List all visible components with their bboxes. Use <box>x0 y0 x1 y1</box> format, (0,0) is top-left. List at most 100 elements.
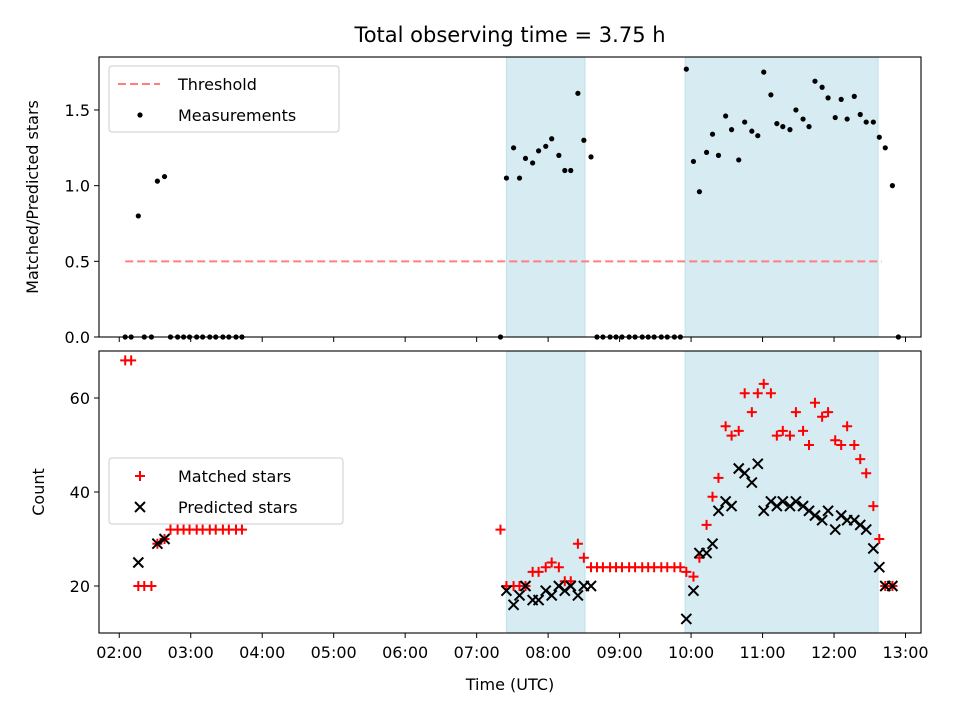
measurement-point <box>690 158 697 165</box>
measurement-point <box>857 111 863 118</box>
matched-star-point <box>746 407 757 418</box>
y-tick-label: 1.5 <box>65 101 90 120</box>
y-tick-label: 1.0 <box>65 177 90 196</box>
x-tick-label: 10:00 <box>668 643 714 662</box>
measurement-point <box>568 167 574 174</box>
measurement-point <box>768 92 774 98</box>
predicted-star-point <box>706 537 719 550</box>
predicted-star-point <box>790 495 802 508</box>
measurement-point <box>588 154 594 160</box>
matched-star-point <box>572 538 583 549</box>
measurement-point <box>736 157 742 163</box>
measurement-point <box>510 145 517 151</box>
measurement-point <box>696 189 703 195</box>
matched-star-point <box>842 421 853 432</box>
measurement-point <box>870 119 876 125</box>
measurement-point <box>530 160 536 166</box>
matched-star-point <box>752 388 763 399</box>
x-tick-label: 03:00 <box>168 643 214 662</box>
measurement-point <box>715 152 722 158</box>
measurement-point <box>882 145 888 151</box>
legend-entry-label: Threshold <box>177 75 257 94</box>
predicted-star-point <box>565 580 577 592</box>
predicted-star-point <box>700 547 713 559</box>
matched-star-point <box>836 440 847 450</box>
matched-star-point <box>675 562 686 573</box>
bottom-panel: 20 40 60 02:00 03:00 04:00 05:00 06:00 07:00 08:0… <box>70 350 929 662</box>
matched-star-point <box>720 421 731 432</box>
measurement-point <box>703 149 710 155</box>
matched-star-point <box>861 468 872 479</box>
measurement-point <box>793 107 799 113</box>
measurement-point <box>812 78 818 84</box>
predicted-star-point <box>545 589 558 602</box>
measurement-point <box>161 173 168 180</box>
predicted-star-point <box>500 584 513 597</box>
predicted-star-point <box>712 505 725 517</box>
predicted-star-point <box>873 561 886 573</box>
matched-star-point <box>726 430 737 441</box>
matched-star-point <box>855 454 866 465</box>
measurement-point <box>761 69 767 75</box>
legend: Matched stars Predicted stars <box>108 457 344 525</box>
matched-star-point <box>804 440 815 450</box>
x-axis-label: Time (UTC) <box>465 675 554 694</box>
legend-box <box>108 65 340 133</box>
matched-star-point <box>495 524 506 535</box>
predicted-star-point <box>809 509 821 522</box>
predicted-star-point <box>738 467 751 479</box>
predicted-star-point <box>158 533 171 545</box>
matched-star-point <box>540 562 551 573</box>
measurement-point <box>755 133 761 139</box>
measurement-point <box>556 152 562 158</box>
predicted-star-point <box>507 599 520 611</box>
predicted-star-point <box>132 556 145 569</box>
x-tick-label: 06:00 <box>382 643 428 662</box>
predicted-star-point <box>585 580 597 592</box>
predicted-star-point <box>680 613 693 625</box>
predicted-star-point <box>829 523 841 536</box>
matched-star-point <box>823 407 834 418</box>
x-tick-label: 12:00 <box>811 643 857 662</box>
predicted-star-point <box>886 580 899 592</box>
measurement-point <box>503 175 510 181</box>
measurement-point <box>562 167 568 174</box>
matched-star-point <box>868 501 879 512</box>
top-panel: 0.0 0.5 1.0 1.5 Threshold Measurements <box>65 56 922 347</box>
matched-star-point <box>817 411 828 422</box>
predicted-star-point <box>746 476 758 489</box>
measurement-point <box>535 148 542 154</box>
matched-star-point <box>688 571 699 582</box>
matched-star-point <box>874 534 885 544</box>
measurement-point <box>723 113 729 119</box>
measurement-point <box>787 127 793 133</box>
matched-star-point <box>701 519 712 530</box>
legend-entry-label: Matched stars <box>178 467 291 486</box>
predicted-star-point <box>777 495 789 508</box>
x-tick-label: 02:00 <box>96 643 142 662</box>
legend-entry-label: Measurements <box>178 106 296 125</box>
measurement-point <box>749 128 755 134</box>
measurement-point <box>832 114 838 121</box>
bottom-y-axis-label: Count <box>29 468 48 516</box>
measurement-point <box>135 213 141 219</box>
matched-star-point <box>533 566 544 577</box>
measurement-point <box>876 134 882 140</box>
predicted-star-point <box>816 514 828 526</box>
x-tick-label: 07:00 <box>454 643 500 662</box>
matched-star-point <box>126 355 137 366</box>
measurement-point <box>154 178 160 184</box>
shaded-interval <box>505 56 586 338</box>
measurement-point <box>844 116 850 122</box>
matched-star-point <box>758 378 769 389</box>
matched-star-point <box>765 388 776 399</box>
measurement-point <box>709 131 716 137</box>
x-tick-label: 11:00 <box>740 643 786 662</box>
chart-title: Total observing time = 3.75 h <box>353 23 665 47</box>
legend-predicted-swatch <box>134 501 146 513</box>
y-tick-label: 20 <box>70 577 90 596</box>
x-tick-label: 09:00 <box>597 643 643 662</box>
matched-star-point <box>790 407 801 418</box>
measurement-point <box>774 120 780 127</box>
matched-star-point <box>146 581 157 591</box>
